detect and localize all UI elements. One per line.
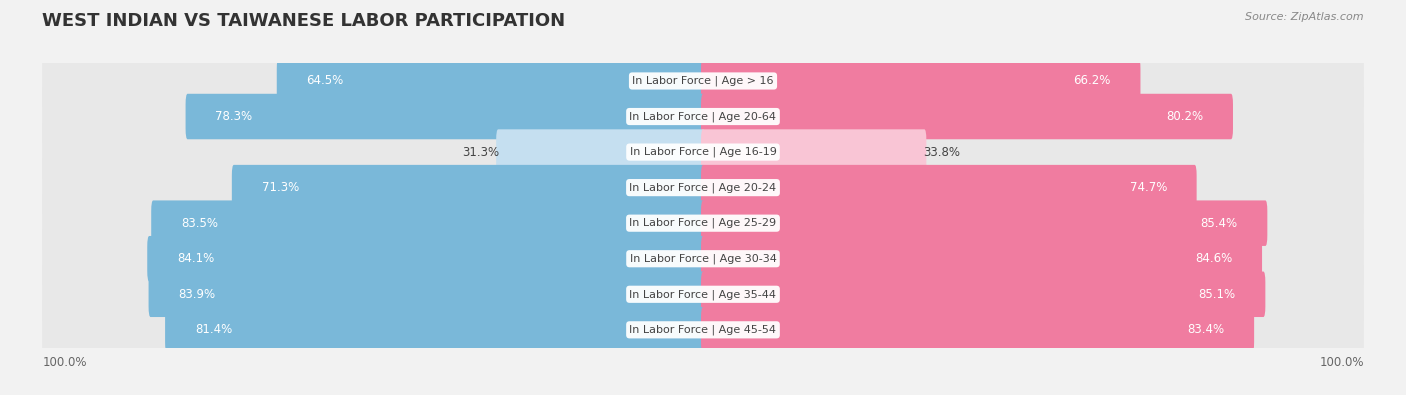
Text: Source: ZipAtlas.com: Source: ZipAtlas.com bbox=[1246, 12, 1364, 22]
FancyBboxPatch shape bbox=[496, 129, 704, 175]
FancyBboxPatch shape bbox=[42, 260, 1364, 328]
FancyBboxPatch shape bbox=[702, 271, 1265, 317]
Text: 100.0%: 100.0% bbox=[42, 356, 87, 369]
Text: 85.4%: 85.4% bbox=[1201, 217, 1237, 229]
Text: 85.1%: 85.1% bbox=[1198, 288, 1236, 301]
Text: 81.4%: 81.4% bbox=[195, 324, 232, 336]
FancyBboxPatch shape bbox=[702, 236, 1263, 282]
Text: In Labor Force | Age 16-19: In Labor Force | Age 16-19 bbox=[630, 147, 776, 157]
Text: In Labor Force | Age 35-44: In Labor Force | Age 35-44 bbox=[630, 289, 776, 299]
FancyBboxPatch shape bbox=[42, 189, 1364, 257]
FancyBboxPatch shape bbox=[702, 94, 1233, 139]
Text: 100.0%: 100.0% bbox=[1319, 356, 1364, 369]
Text: 64.5%: 64.5% bbox=[307, 75, 343, 87]
FancyBboxPatch shape bbox=[702, 58, 1140, 104]
FancyBboxPatch shape bbox=[186, 94, 704, 139]
Text: In Labor Force | Age > 16: In Labor Force | Age > 16 bbox=[633, 76, 773, 86]
FancyBboxPatch shape bbox=[42, 296, 1364, 364]
FancyBboxPatch shape bbox=[702, 200, 1267, 246]
Text: 83.5%: 83.5% bbox=[181, 217, 218, 229]
Text: 78.3%: 78.3% bbox=[215, 110, 253, 123]
Text: 31.3%: 31.3% bbox=[463, 146, 499, 158]
Text: 74.7%: 74.7% bbox=[1129, 181, 1167, 194]
Text: 84.6%: 84.6% bbox=[1195, 252, 1232, 265]
Text: WEST INDIAN VS TAIWANESE LABOR PARTICIPATION: WEST INDIAN VS TAIWANESE LABOR PARTICIPA… bbox=[42, 12, 565, 30]
Text: 83.9%: 83.9% bbox=[179, 288, 215, 301]
Text: 84.1%: 84.1% bbox=[177, 252, 214, 265]
FancyBboxPatch shape bbox=[702, 129, 927, 175]
FancyBboxPatch shape bbox=[42, 154, 1364, 222]
Text: 83.4%: 83.4% bbox=[1187, 324, 1225, 336]
FancyBboxPatch shape bbox=[165, 307, 704, 353]
Text: In Labor Force | Age 20-24: In Labor Force | Age 20-24 bbox=[630, 182, 776, 193]
FancyBboxPatch shape bbox=[42, 225, 1364, 293]
Text: 80.2%: 80.2% bbox=[1166, 110, 1204, 123]
Text: In Labor Force | Age 20-64: In Labor Force | Age 20-64 bbox=[630, 111, 776, 122]
FancyBboxPatch shape bbox=[148, 236, 704, 282]
Text: In Labor Force | Age 30-34: In Labor Force | Age 30-34 bbox=[630, 254, 776, 264]
Text: 33.8%: 33.8% bbox=[924, 146, 960, 158]
FancyBboxPatch shape bbox=[232, 165, 704, 211]
Text: In Labor Force | Age 45-54: In Labor Force | Age 45-54 bbox=[630, 325, 776, 335]
FancyBboxPatch shape bbox=[702, 307, 1254, 353]
FancyBboxPatch shape bbox=[42, 118, 1364, 186]
FancyBboxPatch shape bbox=[277, 58, 704, 104]
Text: In Labor Force | Age 25-29: In Labor Force | Age 25-29 bbox=[630, 218, 776, 228]
Text: 71.3%: 71.3% bbox=[262, 181, 299, 194]
FancyBboxPatch shape bbox=[152, 200, 704, 246]
FancyBboxPatch shape bbox=[42, 83, 1364, 150]
Text: 66.2%: 66.2% bbox=[1073, 75, 1111, 87]
FancyBboxPatch shape bbox=[42, 47, 1364, 115]
FancyBboxPatch shape bbox=[702, 165, 1197, 211]
FancyBboxPatch shape bbox=[149, 271, 704, 317]
